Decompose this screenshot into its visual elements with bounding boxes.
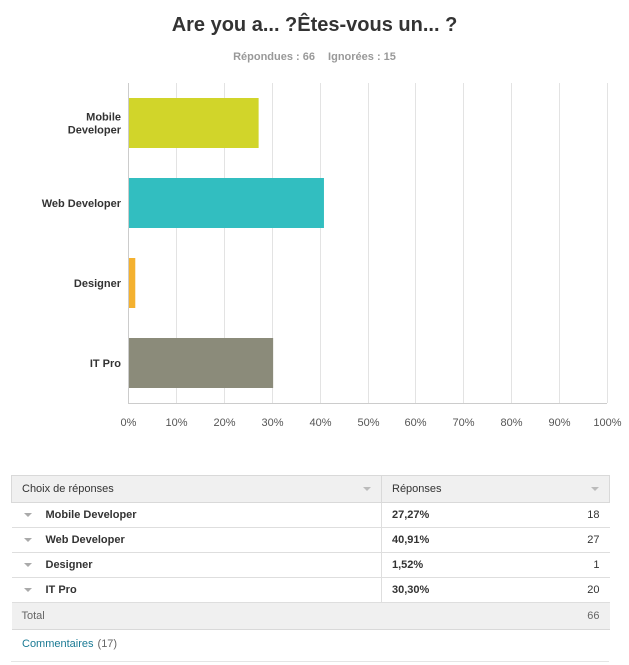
table-row: IT Pro 30,30% 20 [11,577,610,603]
comments-label[interactable]: Commentaires [22,638,94,650]
sort-arrow-icon[interactable] [591,487,599,491]
bar [129,258,136,308]
x-tick-label: 70% [452,417,474,429]
response-count: 18 [587,509,600,521]
column-header-choice-label: Choix de réponses [22,483,114,495]
divider [11,661,609,662]
x-tick-label: 20% [213,417,235,429]
x-tick-label: 10% [165,417,187,429]
comments-count: (17) [97,638,118,650]
x-tick-label: 90% [548,417,570,429]
answered-count: Répondues : 66 [233,51,315,63]
response-count: 1 [593,559,600,571]
choice-label: Mobile Developer [45,509,137,521]
response-percent: 30,30% [392,584,430,596]
bar [129,338,274,388]
expand-arrow-icon[interactable] [23,563,32,568]
responses-table: Choix de réponses Réponses Mobile Develo… [11,475,610,630]
response-count: 20 [587,584,600,596]
table-row: Web Developer 40,91% 27 [11,527,610,553]
x-tick-label: 30% [261,417,283,429]
response-percent: 1,52% [392,559,424,571]
question-title: Are you a... ?Êtes-vous un... ? [171,14,458,36]
choice-label: Web Developer [45,534,125,546]
y-tick-label: Web Developer [42,198,122,210]
x-tick-label: 100% [593,417,621,429]
expand-arrow-icon[interactable] [23,588,32,593]
total-row: Total 66 [11,602,610,630]
y-tick-label: Mobile [86,112,121,124]
choice-label: Designer [45,559,93,571]
y-tick-label: Developer [68,125,122,137]
table-row: Mobile Developer 27,27% 18 [11,502,610,528]
bar [129,178,324,228]
x-tick-label: 60% [404,417,426,429]
column-header-responses-label: Réponses [392,483,442,495]
expand-arrow-icon[interactable] [23,513,32,518]
skipped-count: Ignorées : 15 [328,51,396,63]
x-tick-label: 40% [309,417,331,429]
response-percent: 40,91% [392,534,430,546]
choice-label: IT Pro [45,584,77,596]
response-percent: 27,27% [392,509,430,521]
table-row: Designer 1,52% 1 [11,552,610,578]
bar-chart: 0% 10% 20% 30% 40% 50% 60% 70% 80% 90% 100%MobileD… [42,83,622,429]
total-label: Total [11,602,382,630]
response-stats: Répondues : 66 Ignorées : 15 [0,51,629,63]
expand-arrow-icon[interactable] [23,538,32,543]
sort-arrow-icon[interactable] [363,487,371,491]
response-count: 27 [587,534,600,546]
total-count: 66 [381,602,610,630]
x-tick-label: 0% [121,417,137,429]
y-tick-label: Designer [74,278,122,290]
y-tick-label: IT Pro [90,358,121,370]
x-tick-label: 80% [500,417,522,429]
comments-link[interactable]: Commentaires (17) [22,638,117,650]
x-tick-label: 50% [357,417,379,429]
column-header-responses[interactable]: Réponses [381,475,610,503]
bar [129,98,259,148]
column-header-choice[interactable]: Choix de réponses [11,475,382,503]
